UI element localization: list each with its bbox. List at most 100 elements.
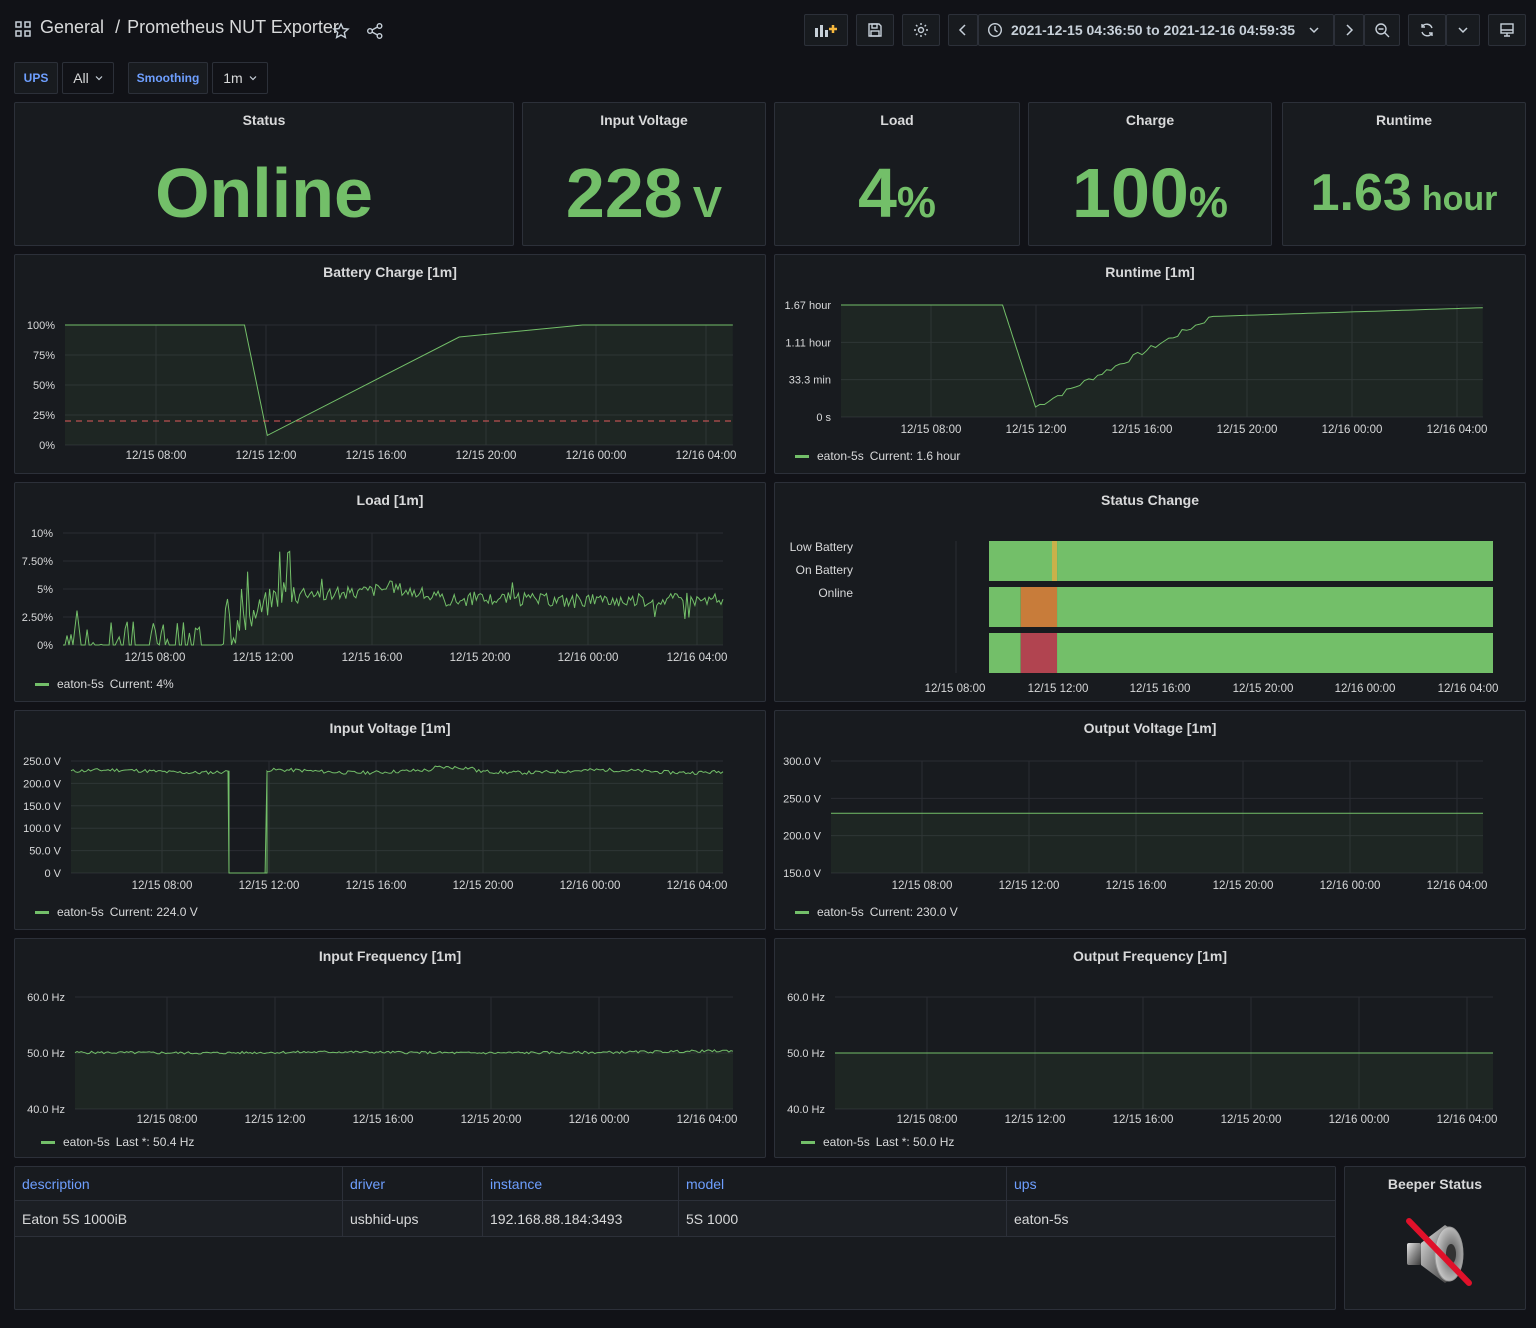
x-tick-label: 12/15 08:00 [925, 683, 986, 695]
load-stat-panel[interactable]: Load 4% [774, 102, 1020, 246]
input-frequency-graph: 40.0 Hz 50.0 Hz 60.0 Hz 12/15 08:00 12/15 12… [27, 992, 737, 1126]
dashboards-icon[interactable] [14, 20, 32, 38]
x-tick-label: 12/15 08:00 [126, 450, 187, 462]
ups-variable-select[interactable]: All [62, 62, 114, 94]
clock-icon [987, 22, 1003, 38]
status-change-panel[interactable]: Status Change Low Battery On Battery Onlin… [774, 482, 1526, 702]
status-stat-panel[interactable]: Status Online [14, 102, 514, 246]
x-tick-label: 12/15 20:00 [1233, 683, 1294, 695]
save-dashboard-button[interactable] [856, 14, 894, 46]
smoothing-variable-select[interactable]: 1m [212, 62, 268, 94]
column-header-instance[interactable]: instance [483, 1167, 679, 1201]
x-tick-label: 12/15 12:00 [1005, 1114, 1066, 1126]
share-icon[interactable] [366, 22, 384, 40]
column-header-driver[interactable]: driver [343, 1167, 483, 1201]
stat-unit: % [1188, 178, 1228, 227]
panel-title: Input Voltage [1m] [329, 720, 451, 736]
save-icon [868, 23, 882, 37]
series-legend[interactable]: eaton-5s Last *: 50.0 Hz [801, 1135, 954, 1149]
series-color-swatch [801, 1140, 815, 1144]
legend-series-name: eaton-5s [57, 677, 104, 691]
panel-title: Input Frequency [1m] [318, 948, 462, 964]
ups-variable-value: All [73, 70, 89, 86]
legend-series-name: eaton-5s [63, 1135, 110, 1149]
beeper-status-panel[interactable]: Beeper Status [1344, 1166, 1526, 1310]
time-range-picker[interactable]: 2021-12-15 04:36:50 to 2021-12-16 04:59:… [978, 14, 1334, 46]
x-tick-label: 12/16 00:00 [1335, 683, 1396, 695]
series-line-area [75, 1049, 733, 1109]
x-tick-label: 12/15 20:00 [456, 450, 517, 462]
zoom-out-button[interactable] [1364, 14, 1400, 46]
add-panel-button[interactable] [804, 14, 848, 46]
column-header-model[interactable]: model [679, 1167, 1007, 1201]
x-tick-label: 12/16 04:00 [676, 450, 737, 462]
timeline-row-label: Online [818, 586, 853, 600]
column-header-description[interactable]: description [15, 1167, 343, 1201]
y-tick-label: 50.0 Hz [27, 1048, 65, 1060]
input-voltage-stat-panel[interactable]: Input Voltage 228 V [522, 102, 766, 246]
time-range-forward-button[interactable] [1334, 14, 1364, 46]
panel-title: Runtime [1m] [1105, 264, 1195, 280]
refresh-button[interactable] [1408, 14, 1446, 46]
y-tick-label: 100.0 V [23, 823, 62, 835]
x-tick-label: 12/15 08:00 [892, 880, 953, 892]
state-segment [989, 587, 1021, 627]
y-tick-label: 25% [33, 410, 55, 422]
series-legend[interactable]: eaton-5s Current: 230.0 V [795, 905, 958, 919]
y-tick-label: 0 s [816, 412, 831, 424]
state-segment [1020, 587, 1058, 627]
x-tick-label: 12/15 20:00 [1217, 424, 1278, 436]
timeline-row-label: Low Battery [790, 540, 853, 554]
output-voltage-panel[interactable]: Output Voltage [1m] 150.0 V 200.0 V 250.0 … [774, 710, 1526, 930]
x-tick-label: 12/16 04:00 [1427, 880, 1488, 892]
breadcrumb-folder[interactable]: General [40, 17, 105, 37]
y-tick-label: 50.0 Hz [787, 1048, 825, 1060]
chevron-left-icon [958, 24, 966, 36]
x-tick-label: 12/16 04:00 [1437, 1114, 1498, 1126]
panel-title: Output Voltage [1m] [1083, 720, 1217, 736]
series-legend[interactable]: eaton-5s Current: 224.0 V [35, 905, 198, 919]
y-tick-label: 40.0 Hz [787, 1104, 825, 1116]
panel-title: Charge [1125, 112, 1175, 128]
ups-variable-label: UPS [14, 62, 58, 94]
state-segment [1057, 633, 1493, 673]
series-color-swatch [35, 910, 49, 914]
input-voltage-panel[interactable]: Input Voltage [1m] 0 V 50.0 V 100.0 V 150.0… [14, 710, 766, 930]
input-frequency-panel[interactable]: Input Frequency [1m] 40.0 Hz 50.0 Hz 60.0 … [14, 938, 766, 1158]
x-tick-label: 12/16 04:00 [1438, 683, 1499, 695]
series-line-area [65, 325, 733, 445]
series-legend[interactable]: eaton-5s Current: 1.6 hour [795, 449, 960, 463]
dashboard-title[interactable]: Prometheus NUT Exporter [127, 17, 339, 37]
y-tick-label: 5% [37, 584, 53, 596]
x-tick-label: 12/15 16:00 [346, 880, 407, 892]
dashboard-settings-button[interactable] [902, 14, 940, 46]
y-tick-label: 150.0 V [23, 801, 62, 813]
y-tick-label: 40.0 Hz [27, 1104, 65, 1116]
column-header-ups[interactable]: ups [1014, 1176, 1037, 1192]
y-tick-label: 100% [27, 320, 55, 332]
y-tick-label: 50% [33, 380, 55, 392]
speaker-muted-icon [1406, 1218, 1472, 1286]
x-tick-label: 12/15 12:00 [1006, 424, 1067, 436]
battery-charge-panel[interactable]: Battery Charge [1m] 0% 25% 50% 75% 100% 12/15… [14, 254, 766, 474]
legend-current: Current: 230.0 V [869, 905, 958, 919]
series-legend[interactable]: eaton-5s Last *: 50.4 Hz [41, 1135, 194, 1149]
load-panel[interactable]: Load [1m] 0% 2.50% 5% 7.50% 10% 12/15 08:00 12… [14, 482, 766, 702]
chevron-down-icon [1458, 27, 1468, 34]
table-cell: Eaton 5S 1000iB [15, 1201, 343, 1237]
x-tick-label: 12/16 00:00 [1320, 880, 1381, 892]
star-icon[interactable] [332, 22, 350, 40]
tv-mode-button[interactable] [1488, 14, 1526, 46]
time-range-back-button[interactable] [948, 14, 978, 46]
charge-stat-panel[interactable]: Charge 100% [1028, 102, 1272, 246]
refresh-interval-button[interactable] [1446, 14, 1480, 46]
runtime-panel[interactable]: Runtime [1m] 0 s 33.3 min 1.11 hour 1.67 ho… [774, 254, 1526, 474]
series-color-swatch [795, 454, 809, 458]
y-tick-label: 33.3 min [789, 375, 831, 387]
series-legend[interactable]: eaton-5s Current: 4% [35, 677, 174, 691]
y-tick-label: 60.0 Hz [27, 992, 65, 1004]
output-frequency-panel[interactable]: Output Frequency [1m] 40.0 Hz 50.0 Hz 60.0… [774, 938, 1526, 1158]
runtime-stat-panel[interactable]: Runtime 1.63 hour [1282, 102, 1526, 246]
zoom-out-icon [1375, 23, 1390, 38]
x-tick-label: 12/15 08:00 [901, 424, 962, 436]
